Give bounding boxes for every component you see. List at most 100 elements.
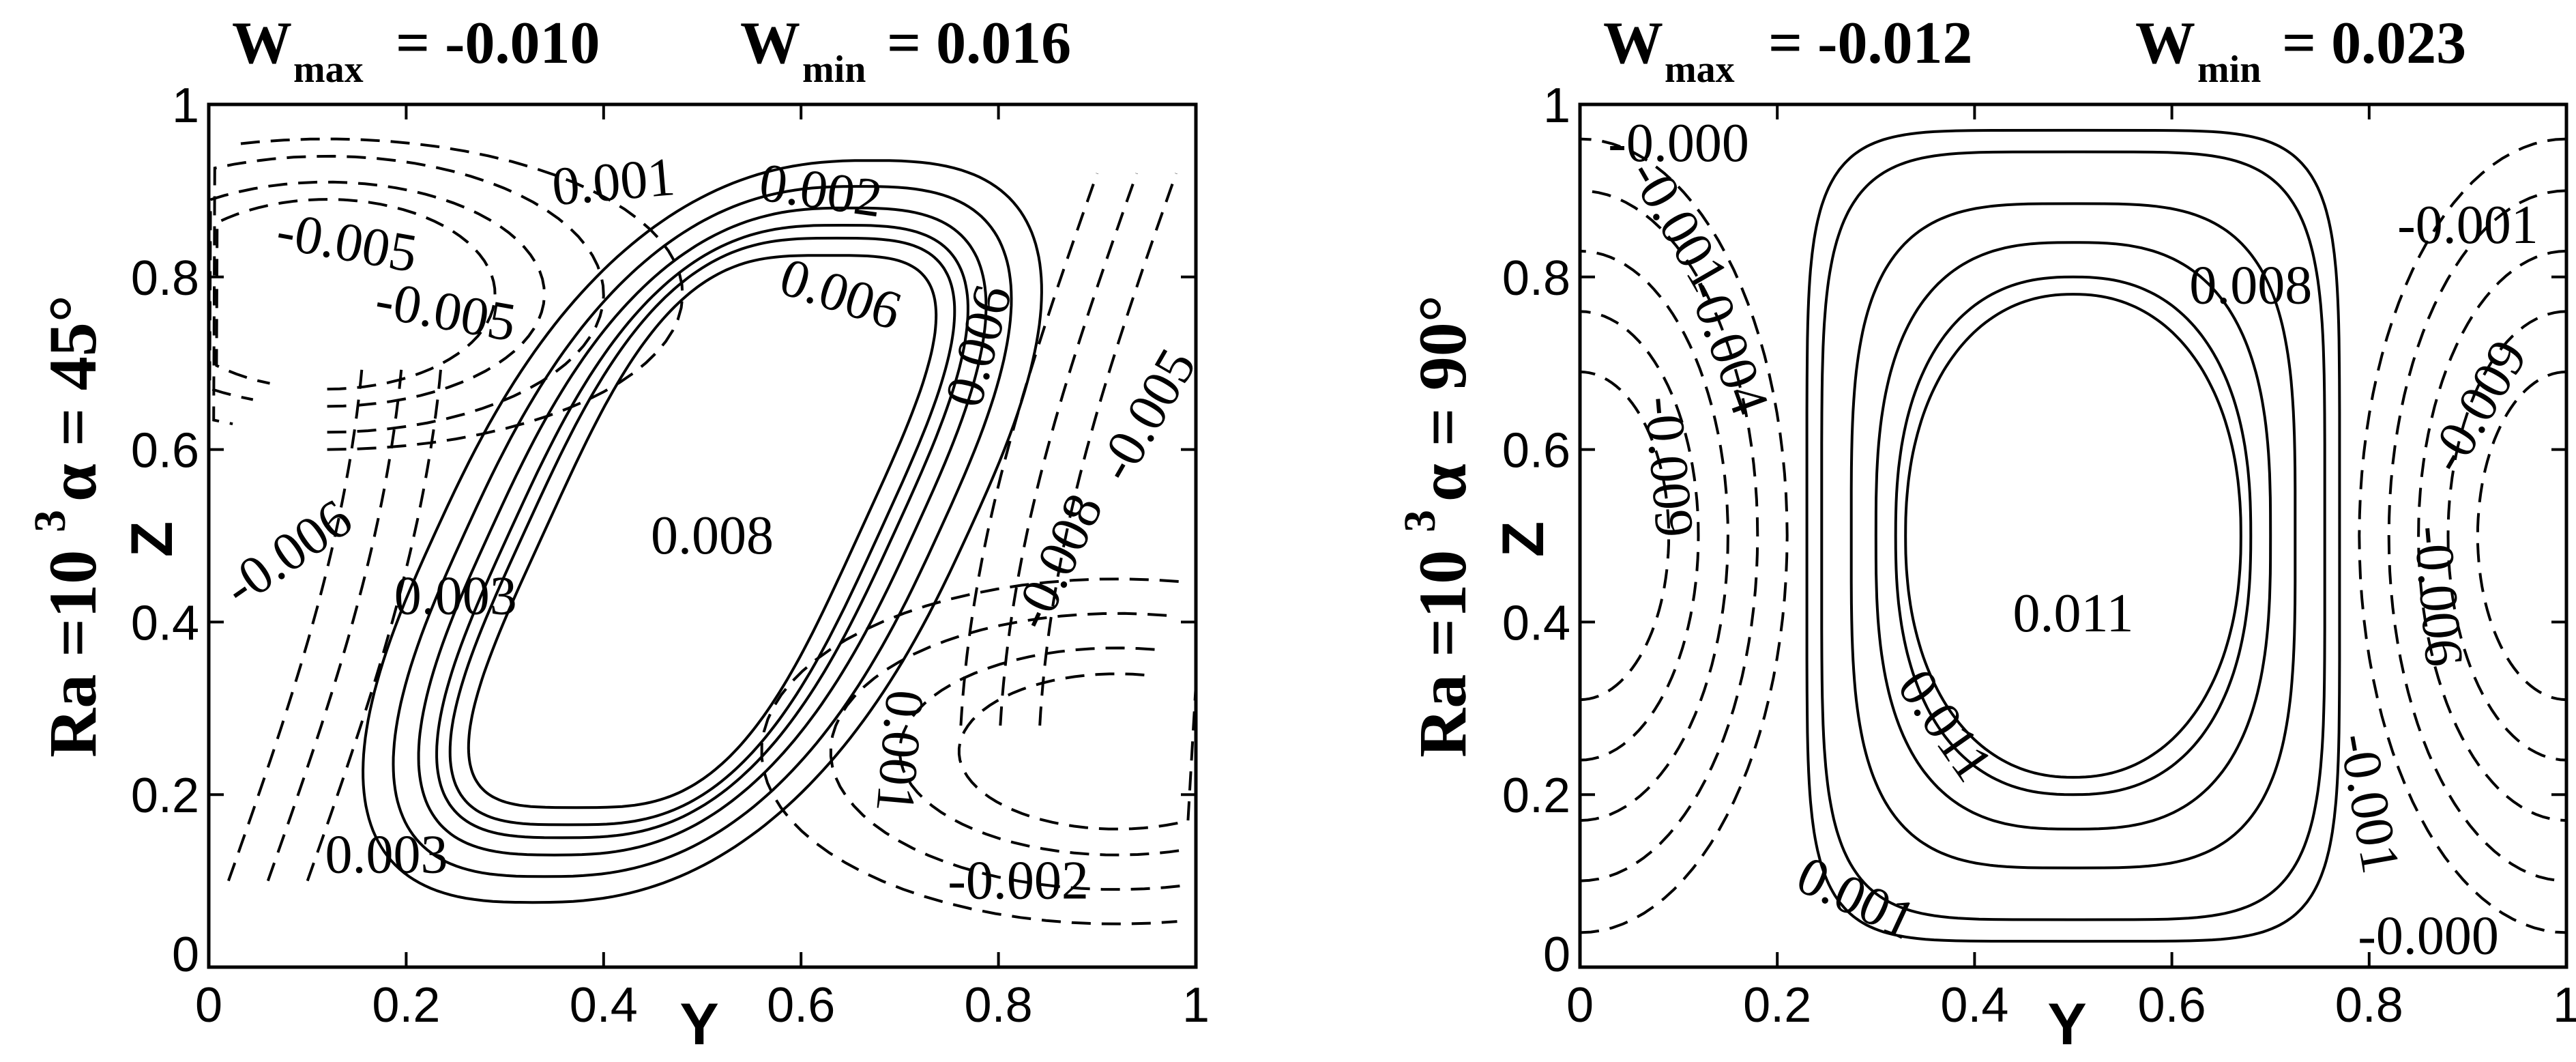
contour-label: 0.006 [773, 246, 908, 341]
y-tick-label: 1 [1543, 78, 1570, 133]
contour-label: 0.003 [394, 566, 517, 626]
dashed-contour-line [1579, 249, 1729, 822]
solid-contour-line [435, 223, 969, 839]
dashed-contour-line [2417, 249, 2567, 822]
right-axis-ticks: 0 0.2 0.4 0.6 0.8 1 0 0.2 0.4 0.6 0.8 1 [1502, 78, 2576, 1033]
dashed-contour-line [2446, 310, 2567, 762]
dashed-contour-line [999, 173, 1139, 726]
solid-contour-line [392, 185, 1013, 878]
contour-label: 0.002 [756, 152, 886, 229]
y-tick-label: 1 [172, 78, 199, 133]
solid-contour-line [1805, 128, 2341, 943]
y-tick-label: 0.4 [1502, 596, 1570, 650]
left-y-axis-label-group: Z [119, 521, 185, 558]
right-wmin-subscript: min [2197, 48, 2261, 91]
solid-contour-line [467, 254, 938, 809]
dashed-contour-line [208, 180, 546, 408]
left-alpha-text: α = 45° [35, 295, 111, 502]
contour-label: -0.009 [1633, 394, 1705, 540]
right-ra-text: Ra =10 [1405, 550, 1480, 758]
right-wmax-value: = -0.012 [1768, 10, 1972, 76]
dashed-contour-line [232, 137, 684, 451]
x-tick-label: 0.4 [1940, 978, 2008, 1033]
solid-contour-line [448, 236, 956, 827]
dashed-contour-line [2387, 189, 2567, 882]
x-tick-label: 0.2 [372, 978, 440, 1033]
dashed-contour-line [1579, 137, 1789, 934]
x-tick-label: 1 [2553, 978, 2576, 1033]
right-contour-panel: W max = -0.012 W min = 0.023 Ra =10 3 α … [1395, 10, 2576, 1057]
x-tick-label: 0 [1566, 978, 1594, 1033]
contour-label: -0.005 [371, 270, 521, 354]
dashed-contour-line [266, 363, 404, 882]
right-wmax-label: W [1603, 10, 1663, 76]
solid-contour-line [1849, 202, 2297, 870]
contour-label: 0.001 [864, 688, 935, 816]
y-tick-label: 0.8 [1502, 251, 1570, 306]
solid-contour-line [1820, 150, 2326, 921]
contour-label: -0.008 [1001, 485, 1115, 638]
dashed-contour-line [227, 363, 364, 882]
dashed-contour-line [2358, 137, 2567, 934]
solid-contour-line [1874, 241, 2272, 831]
left-y-axis-label: Z [119, 521, 185, 558]
right-ra-exponent: 3 [1395, 510, 1445, 532]
right-side-label: Ra =10 3 α = 90° [1395, 295, 1480, 758]
right-wmin-value: = 0.023 [2282, 10, 2466, 76]
solid-contour-line [362, 159, 1043, 904]
solid-contour-line [1894, 275, 2253, 796]
x-tick-label: 0.2 [1743, 978, 1811, 1033]
left-wmax-subscript: max [293, 48, 364, 91]
contour-label: -0.006 [2402, 523, 2474, 670]
contour-label: -0.005 [1085, 339, 1208, 491]
y-tick-label: 0.4 [131, 596, 199, 650]
dashed-contour-line [829, 612, 1187, 891]
dashed-contour-line [212, 154, 605, 434]
y-tick-label: 0.2 [1502, 769, 1570, 823]
contour-label: 0.001 [550, 147, 677, 217]
contour-label: -0.002 [948, 851, 1089, 911]
dashed-contour-line [215, 198, 497, 391]
right-alpha-text: α = 90° [1405, 295, 1480, 502]
y-tick-label: 0.8 [131, 251, 199, 306]
left-axis-ticks: 0 0.2 0.4 0.6 0.8 1 0 0.2 0.4 0.6 0.8 1 [131, 78, 1210, 1033]
left-plot-area: 0.001 0.002 -0.005 0.006 -0.005 0.006 -0.005 0.… [208, 137, 1208, 925]
contour-label: -0.000 [2358, 906, 2499, 966]
contour-label: 0.003 [325, 825, 448, 885]
dashed-contour-line [898, 646, 1186, 857]
contour-label: -0.001 [2397, 195, 2538, 255]
contour-label: -0.006 [213, 488, 363, 618]
contour-label: 0.008 [651, 506, 774, 566]
x-tick-label: 0.4 [570, 978, 638, 1033]
left-side-label: Ra =10 3 α = 45° [25, 295, 111, 758]
contour-label: -0.001 [2328, 728, 2412, 878]
left-wmax-label: W [232, 10, 292, 76]
y-tick-label: 0 [172, 928, 199, 982]
left-ra-text: Ra =10 [35, 550, 111, 758]
x-tick-label: 0 [195, 978, 222, 1033]
right-wmax-subscript: max [1665, 48, 1735, 91]
left-ra-exponent: 3 [25, 510, 75, 532]
solid-contour-line [1904, 293, 2242, 779]
left-wmin-label: W [740, 10, 800, 76]
y-tick-label: 0 [1543, 928, 1570, 982]
right-wmin-label: W [2135, 10, 2195, 76]
left-wmin-subscript: min [802, 48, 866, 91]
left-wmax-value: = -0.010 [396, 10, 600, 76]
left-contour-panel: W max = -0.010 W min = 0.016 Ra =10 3 α … [25, 10, 1210, 1057]
dashed-contour-line [1579, 189, 1759, 882]
contour-label: 0.006 [934, 279, 1024, 414]
right-x-axis-label: Y [2047, 992, 2086, 1057]
contour-label: 0.011 [2012, 584, 2133, 644]
dashed-contour-line [957, 672, 1197, 831]
x-tick-label: 0.6 [2138, 978, 2206, 1033]
right-y-axis-label-group: Z [1491, 521, 1556, 558]
solid-contour-line [417, 206, 988, 857]
y-tick-label: 0.2 [131, 769, 199, 823]
dashed-contour-line [1038, 173, 1177, 726]
dashed-contour-line [1579, 310, 1700, 762]
contour-label: -0.005 [272, 201, 422, 285]
dashed-contour-line [959, 173, 1099, 726]
contour-label: 0.008 [2189, 255, 2312, 315]
